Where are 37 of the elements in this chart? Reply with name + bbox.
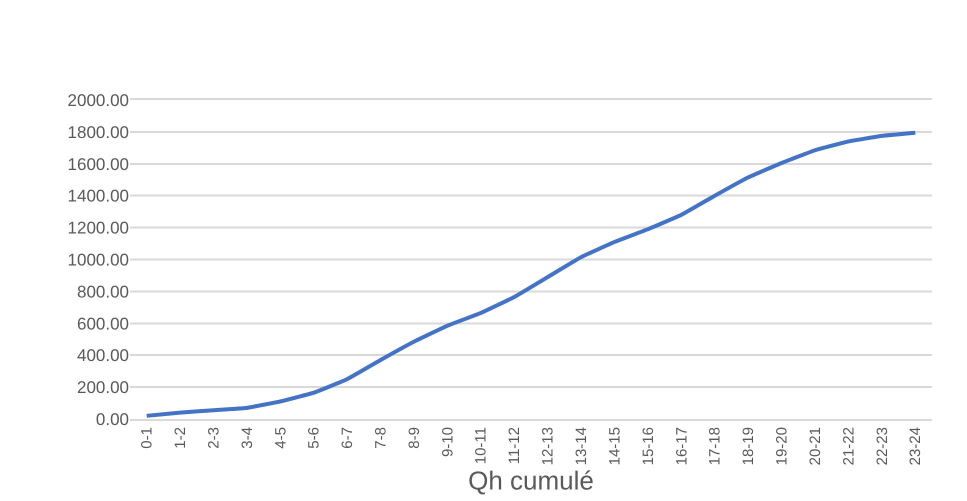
y-tick-label: 800.00 xyxy=(77,282,129,302)
y-tick-label: 600.00 xyxy=(77,314,129,334)
x-tick-label: 8-9 xyxy=(406,427,423,449)
x-tick-label: 14-15 xyxy=(606,427,624,466)
y-tick-label: 1400.00 xyxy=(68,186,129,206)
x-tick-label: 9-10 xyxy=(439,427,456,458)
x-tick-label: 1-2 xyxy=(172,427,190,449)
y-tick-label: 400.00 xyxy=(77,346,129,366)
x-tick-label: 16-17 xyxy=(673,427,690,466)
x-tick-label: 3-4 xyxy=(238,427,256,449)
y-tick-label: 0.00 xyxy=(96,410,129,429)
y-tick-label: 1000.00 xyxy=(68,250,129,270)
x-tick-label: 2-3 xyxy=(205,427,222,449)
x-tick-label: 13-14 xyxy=(572,427,590,466)
x-tick-label: 5-6 xyxy=(306,427,323,449)
x-tick-label: 4-5 xyxy=(272,427,290,449)
x-tick-label: 15-16 xyxy=(640,427,657,466)
x-tick-label: 12-13 xyxy=(540,427,557,466)
x-tick-label: 10-11 xyxy=(472,427,490,464)
x-tick-label: 22-23 xyxy=(874,427,891,466)
line-series xyxy=(144,130,918,418)
x-tick-label: 6-7 xyxy=(339,427,356,449)
y-tick-label: 1200.00 xyxy=(68,218,129,238)
y-tick-label: 2000.00 xyxy=(68,90,129,110)
x-tick-label: 23-24 xyxy=(907,427,924,466)
x-tick-label: 19-20 xyxy=(774,427,791,466)
y-tick-label: 200.00 xyxy=(77,378,129,398)
x-tick-label: 21-22 xyxy=(840,427,858,466)
x-tick-label: 20-21 xyxy=(806,427,824,466)
y-tick-label: 1800.00 xyxy=(68,122,129,142)
y-tick-label: 1600.00 xyxy=(68,154,129,174)
x-tick-label: 18-19 xyxy=(740,427,758,466)
x-tick-label: 7-8 xyxy=(372,427,390,449)
x-tick-label: 0-1 xyxy=(138,427,156,449)
x-tick-label: 17-18 xyxy=(706,427,724,466)
x-tick-label: 11-12 xyxy=(506,427,524,464)
x-axis-title: Qh cumulé xyxy=(468,465,594,496)
